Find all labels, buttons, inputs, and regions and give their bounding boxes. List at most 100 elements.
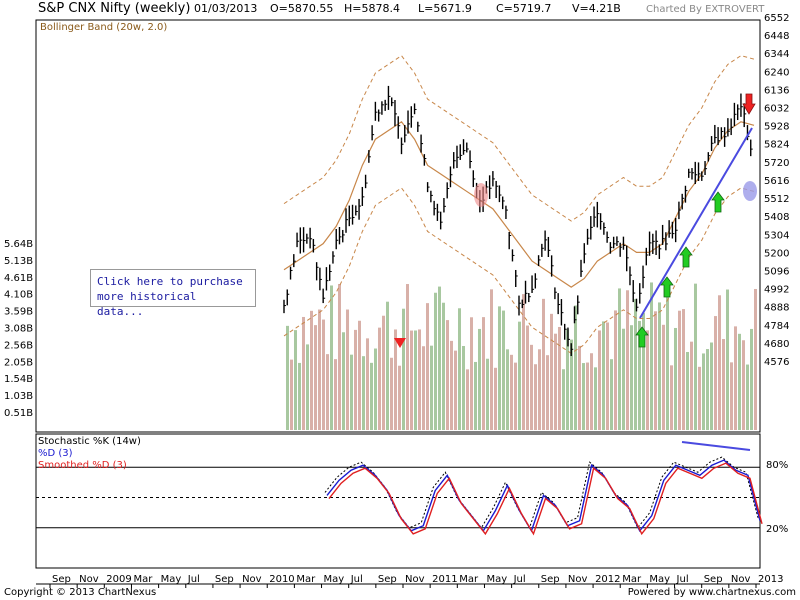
volume-bar — [594, 367, 597, 430]
stoch-panel-frame — [35, 433, 761, 569]
price-tick-label: 6344 — [764, 49, 789, 60]
time-tick-label: May — [486, 574, 507, 585]
volume-bar — [682, 309, 685, 430]
volume-bar — [402, 308, 405, 430]
volume-bar — [358, 320, 361, 430]
volume-bar — [490, 289, 493, 430]
volume-bar — [454, 350, 457, 430]
volume-bar — [414, 330, 417, 430]
volume-bar — [418, 329, 421, 430]
volume-bar — [354, 329, 357, 430]
price-tick-label: 5616 — [764, 176, 789, 187]
volume-bar — [674, 327, 677, 430]
price-tick-label: 5200 — [764, 248, 789, 259]
volume-bar — [754, 288, 757, 430]
stoch-smoothed-line — [328, 462, 763, 536]
volume-bar — [598, 330, 601, 430]
volume-bar — [442, 302, 445, 430]
bollinger-lower — [283, 187, 755, 354]
volume-bar — [582, 363, 585, 430]
time-tick-label: 2012 — [595, 574, 620, 585]
volume-bar — [386, 301, 389, 430]
volume-bar — [430, 345, 433, 430]
volume-bar — [342, 332, 345, 430]
sell-arrow-icon — [742, 93, 756, 115]
volume-bar — [750, 328, 753, 430]
price-tick-label: 5720 — [764, 158, 789, 169]
volume-bar — [286, 325, 289, 430]
time-tick-label: Mar — [622, 574, 642, 585]
time-tick-label: Mar — [133, 574, 153, 585]
time-tick-label: Jul — [350, 574, 363, 585]
price-tick-label: 6136 — [764, 85, 789, 96]
volume-bar — [478, 328, 481, 430]
volume-bar — [622, 328, 625, 430]
volume-bar — [546, 355, 549, 430]
volume-bar — [742, 340, 745, 430]
volume-bar — [494, 367, 497, 430]
bollinger-bands — [283, 54, 755, 354]
volume-bar — [486, 358, 489, 430]
volume-bar — [578, 345, 581, 430]
volume-bar — [466, 369, 469, 430]
volume-bar — [710, 342, 713, 430]
stoch-trendline — [681, 441, 751, 451]
volume-bar — [518, 321, 521, 430]
charted-by: Charted By EXTROVERT — [646, 4, 765, 15]
header-volume: V=4.21B — [572, 2, 621, 15]
volume-bar — [462, 345, 465, 430]
volume-bar — [498, 306, 501, 430]
volume-bar — [338, 283, 341, 430]
stoch-level-80: 80% — [766, 460, 789, 471]
volume-bar — [374, 348, 377, 430]
volume-bar — [726, 289, 729, 430]
time-tick-label: Nov — [242, 574, 262, 585]
time-tick-label: 2013 — [758, 574, 783, 585]
volume-tick-label: 5.64B — [4, 239, 33, 250]
volume-bar — [322, 319, 325, 430]
volume-bar — [730, 362, 733, 430]
volume-tick-label: 4.61B — [4, 273, 33, 284]
purchase-data-link[interactable]: Click here to purchase more historical d… — [90, 269, 256, 318]
callout-line-2: more historical data... — [97, 290, 197, 318]
volume-bar — [502, 310, 505, 430]
time-tick-label: Sep — [378, 574, 397, 585]
time-tick-label: Nov — [568, 574, 588, 585]
stoch-level-20: 20% — [766, 524, 789, 535]
volume-bar — [326, 354, 329, 430]
volume-bar — [662, 324, 665, 430]
volume-bar — [394, 329, 397, 430]
time-tick-label: May — [161, 574, 182, 585]
volume-bar — [422, 346, 425, 430]
volume-bar — [646, 330, 649, 430]
volume-bar — [574, 305, 577, 430]
price-tick-label: 5928 — [764, 122, 789, 133]
time-tick-label: May — [649, 574, 670, 585]
axes: 6552 6448 6344 6240 6136 6032 5928 5824 5720 5616… — [4, 13, 789, 588]
volume-bar — [350, 354, 353, 430]
header-date: 01/03/2013 — [194, 2, 258, 15]
price-tick-label: 6240 — [764, 67, 789, 78]
volume-bar — [450, 340, 453, 430]
volume-bar — [610, 359, 613, 430]
volume-bar — [658, 302, 661, 430]
bollinger-upper — [283, 54, 755, 222]
price-tick-label: 5096 — [764, 266, 789, 277]
price-tick-label: 4888 — [764, 303, 789, 314]
volume-bar — [606, 322, 609, 430]
volume-bar — [698, 366, 701, 430]
volume-bar — [554, 333, 557, 430]
overlay-label: Bollinger Band (20w, 2.0) — [40, 22, 168, 33]
volume-bar — [426, 303, 429, 430]
volume-bar — [378, 327, 381, 430]
volume-tick-label: 2.05B — [4, 357, 33, 368]
buy-arrow-icon — [679, 246, 693, 268]
price-tick-label: 5512 — [764, 194, 789, 205]
time-tick-label: Sep — [541, 574, 560, 585]
volume-bar — [314, 325, 317, 430]
price-tick-label: 4680 — [764, 339, 789, 350]
volume-bar — [570, 339, 573, 430]
price-tick-label: 6552 — [764, 13, 789, 24]
copyright: Copyright © 2013 ChartNexus — [4, 587, 157, 598]
volume-bar — [678, 310, 681, 430]
